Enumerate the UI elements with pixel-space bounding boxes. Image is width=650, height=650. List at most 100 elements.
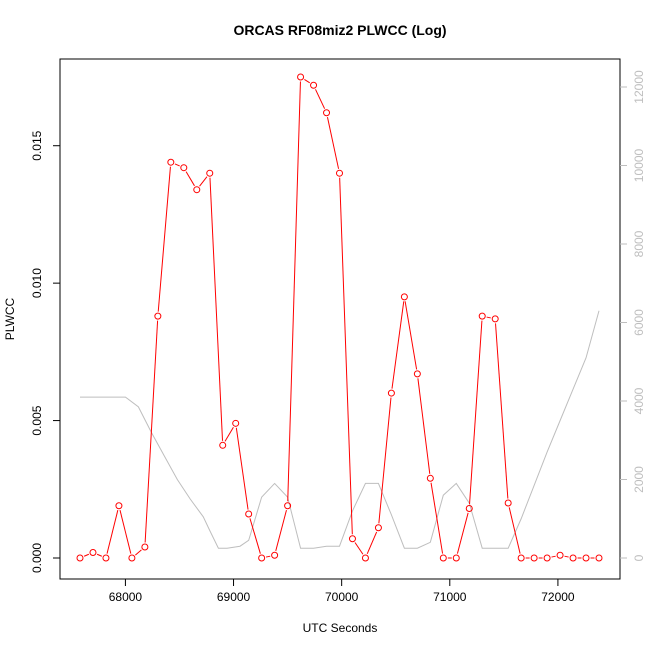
primary-series-segment (508, 507, 521, 554)
primary-series-segment (495, 323, 509, 499)
data-point (271, 551, 279, 559)
y-tick-label: 0.015 (30, 130, 44, 160)
primary-series-segment (551, 555, 556, 558)
y2-tick-label: 2000 (632, 466, 646, 493)
primary-series-segment (119, 510, 132, 554)
data-point (206, 169, 214, 177)
primary-series-segment (83, 553, 90, 557)
data-point (361, 554, 369, 562)
data-point (115, 502, 123, 510)
data-point (478, 312, 486, 320)
primary-series-segment (135, 549, 142, 556)
primary-series-segment (287, 81, 301, 502)
data-point (180, 164, 188, 172)
primary-series-segment (404, 301, 418, 370)
data-point (310, 81, 318, 89)
data-point (374, 524, 382, 532)
data-point (128, 554, 136, 562)
data-point (465, 505, 473, 513)
primary-series-segment (339, 177, 353, 535)
y-tick-label: 0.010 (30, 268, 44, 298)
primary-series-segment (304, 78, 311, 84)
primary-series-segment (144, 320, 159, 543)
y2-tick-label: 4000 (632, 387, 646, 414)
data-point (491, 315, 499, 323)
primary-series-segment (249, 518, 261, 554)
secondary-series-line (80, 310, 600, 549)
y2-tick-label: 6000 (632, 309, 646, 336)
x-tick-label: 72000 (541, 590, 575, 604)
primary-series-segment (209, 177, 224, 441)
chart-title: ORCAS RF08miz2 PLWCC (Log) (233, 22, 446, 38)
primary-series-segment (174, 163, 180, 167)
data-point (154, 312, 162, 320)
y2-tick-label: 0 (632, 554, 646, 561)
x-axis: 68000 69000 70000 71000 72000 (109, 579, 575, 604)
data-point (336, 169, 343, 177)
x-tick-label: 69000 (217, 590, 251, 604)
data-point (323, 109, 331, 117)
data-point (284, 502, 292, 510)
primary-series-segment (378, 397, 392, 524)
primary-series-segment (430, 482, 444, 554)
primary-series-segment (185, 171, 195, 187)
secondary-y-axis: 0 2000 4000 6000 8000 10000 12000 (620, 70, 646, 561)
data-point (387, 389, 395, 397)
primary-series-segment (366, 531, 378, 555)
data-point (426, 474, 434, 482)
x-tick-label: 71000 (433, 590, 467, 604)
data-point (439, 554, 447, 562)
data-point (452, 554, 460, 562)
x-axis-label: UTC Seconds (303, 621, 378, 635)
data-point (543, 554, 551, 562)
y2-tick-label: 12000 (632, 70, 646, 104)
primary-series-segment (96, 553, 103, 557)
data-point (504, 499, 512, 507)
data-point (167, 158, 175, 166)
series-layer (76, 73, 603, 562)
data-point (89, 549, 97, 557)
primary-series-segment (265, 555, 271, 558)
primary-series-segment (354, 542, 364, 555)
primary-series-segment (275, 510, 287, 552)
data-point (297, 73, 305, 81)
primary-series-segment (326, 117, 340, 169)
data-point (556, 551, 564, 559)
data-point (582, 554, 590, 562)
plot-frame (59, 58, 621, 580)
primary-series-segment (106, 510, 119, 554)
data-point (348, 535, 356, 543)
primary-series-segment (391, 301, 405, 389)
data-point (232, 419, 240, 427)
data-point (76, 554, 84, 562)
data-point (595, 554, 603, 562)
y2-tick-label: 8000 (632, 230, 646, 257)
y-axis-label: PLWCC (3, 297, 17, 340)
primary-series-segment (199, 176, 208, 187)
primary-series-segment (417, 378, 431, 474)
primary-series-segment (235, 427, 249, 510)
data-point (245, 510, 253, 518)
primary-series-segment (224, 426, 234, 442)
data-point (102, 554, 110, 562)
data-point (400, 293, 408, 301)
y2-tick-label: 10000 (632, 148, 646, 182)
primary-series-segment (486, 316, 491, 319)
primary-series-segment (157, 166, 171, 312)
primary-series-segment (564, 555, 569, 558)
data-point (219, 441, 227, 449)
y-tick-label: 0.000 (30, 543, 44, 573)
data-point (530, 554, 538, 562)
primary-series-segment (456, 512, 469, 554)
data-point (141, 543, 149, 551)
data-point (258, 554, 266, 562)
data-point (569, 554, 577, 562)
data-point (193, 186, 201, 194)
x-tick-label: 70000 (325, 590, 359, 604)
y-tick-label: 0.005 (30, 405, 44, 435)
data-point (413, 370, 421, 378)
primary-series-segment (315, 89, 326, 109)
x-tick-label: 68000 (109, 590, 143, 604)
primary-series-segment (469, 320, 483, 505)
